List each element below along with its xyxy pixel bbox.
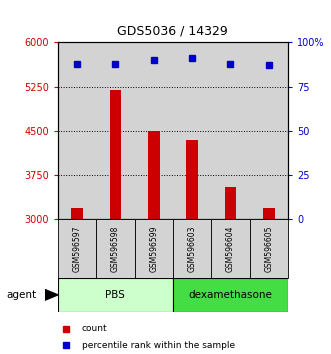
Text: GSM596599: GSM596599 bbox=[149, 225, 158, 272]
Bar bbox=[135, 42, 173, 219]
Bar bbox=[58, 278, 173, 312]
Text: GSM596603: GSM596603 bbox=[188, 225, 197, 272]
Bar bbox=[96, 42, 135, 219]
Text: GDS5036 / 14329: GDS5036 / 14329 bbox=[117, 24, 227, 37]
Bar bbox=[250, 42, 288, 219]
Polygon shape bbox=[45, 290, 58, 300]
Text: PBS: PBS bbox=[106, 290, 125, 300]
Bar bbox=[58, 42, 96, 219]
Text: GSM596605: GSM596605 bbox=[264, 225, 273, 272]
Bar bbox=[58, 219, 96, 278]
Text: dexamethasone: dexamethasone bbox=[189, 290, 272, 300]
Bar bbox=[96, 219, 135, 278]
Bar bbox=[135, 219, 173, 278]
Bar bbox=[250, 219, 288, 278]
Bar bbox=[173, 219, 211, 278]
Bar bbox=[148, 131, 160, 219]
Bar bbox=[110, 90, 121, 219]
Bar bbox=[71, 208, 83, 219]
Bar bbox=[173, 42, 211, 219]
Text: percentile rank within the sample: percentile rank within the sample bbox=[82, 341, 235, 350]
Bar bbox=[225, 187, 236, 219]
Text: agent: agent bbox=[7, 290, 37, 300]
Text: GSM596597: GSM596597 bbox=[72, 225, 82, 272]
Text: GSM596604: GSM596604 bbox=[226, 225, 235, 272]
Text: GSM596598: GSM596598 bbox=[111, 225, 120, 272]
Bar bbox=[186, 140, 198, 219]
Bar bbox=[173, 278, 288, 312]
Bar bbox=[211, 219, 250, 278]
Bar bbox=[211, 42, 250, 219]
Text: count: count bbox=[82, 324, 107, 333]
Bar bbox=[263, 208, 274, 219]
